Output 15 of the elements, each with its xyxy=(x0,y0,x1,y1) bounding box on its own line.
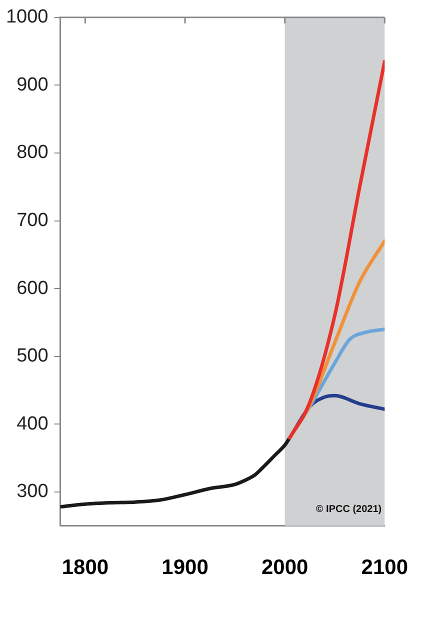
y-tick-label: 1000 xyxy=(6,6,48,28)
x-tick-label: 1900 xyxy=(162,556,208,580)
y-tick-label: 600 xyxy=(16,278,48,299)
y-tick-label: 500 xyxy=(16,346,48,367)
line-series xyxy=(60,436,292,509)
y-tick-label: 400 xyxy=(16,413,48,434)
y-tick-label: 700 xyxy=(16,210,48,231)
x-tick-label: 1800 xyxy=(62,556,109,580)
annotation: © IPCC (2021) xyxy=(316,504,382,515)
line-series xyxy=(288,60,385,440)
y-tick-label: 800 xyxy=(16,142,48,164)
y-tick-label: 900 xyxy=(16,74,48,96)
x-tick-label: 2000 xyxy=(261,556,308,580)
x-tick-label: 2100 xyxy=(361,556,408,580)
y-tick-label: 300 xyxy=(16,481,48,502)
